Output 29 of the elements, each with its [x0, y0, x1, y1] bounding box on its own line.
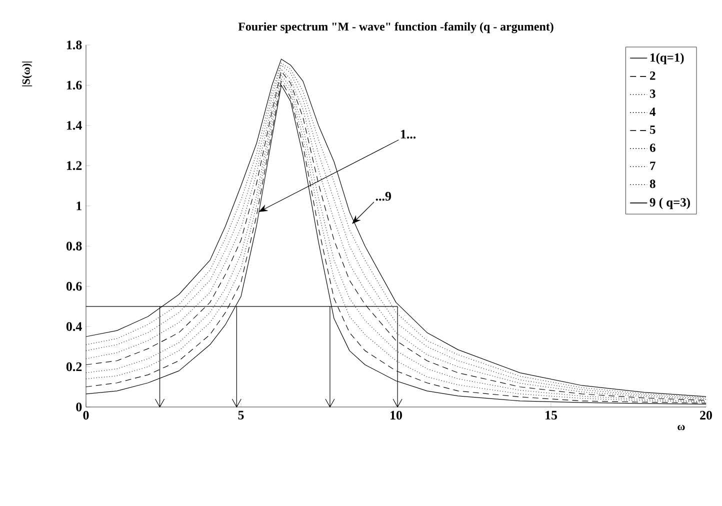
y-tick-label: 1.2 — [66, 161, 82, 170]
legend-label: 3 — [650, 90, 656, 98]
x-tick-label: 0 — [83, 410, 89, 420]
legend-label: 8 — [650, 180, 656, 188]
chart-title: Fourier spectrum "M - wave" function -family (q - argument) — [238, 22, 554, 34]
y-tick-label: 0.2 — [66, 362, 82, 372]
legend-label: 5 — [650, 126, 656, 134]
annotation: 1... — [401, 130, 416, 139]
x-tick-label: 5 — [238, 410, 244, 420]
y-tick-label: 1.6 — [66, 80, 82, 90]
y-tick-label: 0.6 — [66, 282, 82, 291]
legend-label: 2 — [650, 71, 656, 80]
x-tick-label: 15 — [546, 410, 558, 420]
y-axis-title: |S(ω)| — [22, 62, 32, 86]
annotation: ...9 — [376, 192, 392, 201]
x-axis-title: ω — [678, 424, 685, 430]
legend-label: 1(q=1) — [650, 53, 684, 64]
y-tick-label: 1.8 — [66, 40, 82, 50]
legend-label: 7 — [650, 162, 656, 170]
y-tick-label: 0.4 — [66, 322, 82, 331]
y-tick-label: 1 — [76, 202, 82, 210]
y-tick-label: 1.4 — [66, 121, 82, 130]
x-tick-label: 10 — [390, 410, 402, 420]
y-tick-label: 0 — [76, 402, 82, 412]
legend-label: 6 — [650, 144, 656, 152]
y-tick-label: 0.8 — [66, 242, 82, 251]
x-tick-label: 20 — [700, 410, 712, 420]
legend-label: 4 — [650, 108, 656, 116]
legend-label: 9 ( q=3) — [650, 198, 690, 210]
